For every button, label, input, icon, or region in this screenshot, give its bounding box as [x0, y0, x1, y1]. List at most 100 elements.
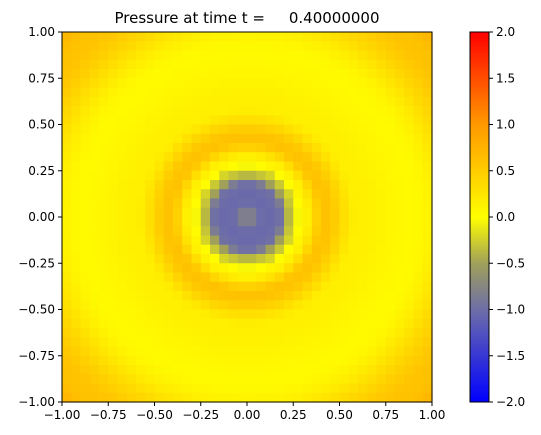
- heatmap-cell: [302, 143, 313, 153]
- heatmap-cell: [62, 189, 72, 200]
- heatmap-cell: [89, 300, 100, 311]
- heatmap-cell: [265, 124, 276, 135]
- heatmap-cell: [293, 152, 304, 163]
- heatmap-cell: [367, 41, 378, 52]
- heatmap-cell: [117, 281, 128, 292]
- x-tick-label: −0.50: [136, 408, 173, 422]
- heatmap-cell: [80, 96, 91, 107]
- heatmap-cell: [117, 50, 128, 61]
- heatmap-cell: [247, 189, 257, 200]
- heatmap-cell: [247, 170, 257, 181]
- heatmap-cell: [80, 124, 91, 135]
- heatmap-cell: [376, 226, 387, 237]
- heatmap-cell: [284, 383, 294, 394]
- heatmap-cell: [62, 161, 72, 172]
- heatmap-cell: [367, 318, 378, 329]
- heatmap-cell: [404, 328, 415, 338]
- heatmap-cell: [265, 235, 276, 246]
- heatmap-cell: [413, 143, 424, 153]
- heatmap-cell: [413, 309, 424, 320]
- heatmap-cell: [145, 87, 156, 98]
- heatmap-cell: [163, 281, 174, 292]
- heatmap-cell: [210, 244, 220, 255]
- heatmap-cell: [293, 365, 304, 375]
- heatmap-cell: [339, 263, 350, 274]
- heatmap-cell: [265, 346, 276, 357]
- heatmap-cell: [154, 180, 165, 190]
- heatmap-cell: [284, 124, 294, 135]
- heatmap-cell: [89, 96, 100, 107]
- heatmap-cell: [108, 309, 119, 320]
- heatmap-cell: [117, 328, 128, 338]
- heatmap-cell: [256, 235, 267, 246]
- heatmap-cell: [80, 161, 91, 172]
- heatmap-cell: [274, 78, 285, 89]
- heatmap-cell: [191, 226, 202, 237]
- heatmap-cell: [99, 32, 109, 42]
- heatmap-cell: [136, 69, 146, 79]
- heatmap-cell: [367, 281, 378, 292]
- heatmap-cell: [395, 291, 405, 301]
- heatmap-cell: [89, 383, 100, 394]
- heatmap-cell: [302, 346, 313, 357]
- heatmap-cell: [293, 78, 304, 89]
- heatmap-cell: [376, 281, 387, 292]
- heatmap-cell: [376, 244, 387, 255]
- heatmap-cell: [237, 254, 248, 264]
- heatmap-cell: [200, 180, 211, 190]
- heatmap-cell: [274, 106, 285, 116]
- heatmap-cell: [395, 337, 405, 348]
- heatmap-cell: [200, 226, 211, 237]
- heatmap-cell: [422, 263, 433, 274]
- heatmap-cell: [71, 217, 82, 227]
- heatmap-cell: [117, 254, 128, 264]
- heatmap-cell: [311, 392, 322, 403]
- heatmap-cell: [219, 106, 230, 116]
- heatmap-cell: [395, 254, 405, 264]
- heatmap-cell: [108, 281, 119, 292]
- heatmap-cell: [108, 41, 119, 52]
- heatmap-cell: [274, 152, 285, 163]
- heatmap-cell: [191, 198, 202, 209]
- heatmap-cell: [62, 346, 72, 357]
- heatmap-cell: [173, 115, 183, 126]
- heatmap-cell: [99, 254, 109, 264]
- heatmap-cell: [395, 244, 405, 255]
- heatmap-cell: [99, 161, 109, 172]
- heatmap-cell: [348, 59, 359, 70]
- heatmap-cell: [80, 217, 91, 227]
- heatmap-cell: [339, 133, 350, 144]
- heatmap-cell: [80, 78, 91, 89]
- heatmap-cell: [385, 254, 396, 264]
- heatmap-cell: [339, 346, 350, 357]
- heatmap-cell: [80, 337, 91, 348]
- heatmap-cell: [126, 189, 137, 200]
- heatmap-cell: [376, 355, 387, 366]
- heatmap-cell: [136, 217, 146, 227]
- heatmap-cell: [126, 41, 137, 52]
- heatmap-cell: [256, 337, 267, 348]
- heatmap-cell: [404, 254, 415, 264]
- heatmap-cell: [108, 383, 119, 394]
- heatmap-cell: [385, 217, 396, 227]
- heatmap-cell: [237, 263, 248, 274]
- heatmap-cell: [367, 106, 378, 116]
- heatmap-cell: [89, 309, 100, 320]
- heatmap-cell: [154, 50, 165, 61]
- heatmap-cell: [247, 318, 257, 329]
- heatmap-cell: [367, 50, 378, 61]
- y-tick-label: −0.25: [18, 256, 55, 270]
- heatmap-cell: [321, 383, 331, 394]
- heatmap-cell: [117, 133, 128, 144]
- heatmap-cell: [182, 106, 193, 116]
- heatmap-cell: [265, 244, 276, 255]
- heatmap-cell: [210, 217, 220, 227]
- heatmap-cell: [367, 32, 378, 42]
- heatmap-cell: [274, 263, 285, 274]
- heatmap-cell: [293, 207, 304, 218]
- heatmap-cell: [376, 115, 387, 126]
- heatmap-cell: [228, 318, 239, 329]
- heatmap-cell: [293, 291, 304, 301]
- x-tick-label: 0.50: [326, 408, 353, 422]
- heatmap-cell: [99, 244, 109, 255]
